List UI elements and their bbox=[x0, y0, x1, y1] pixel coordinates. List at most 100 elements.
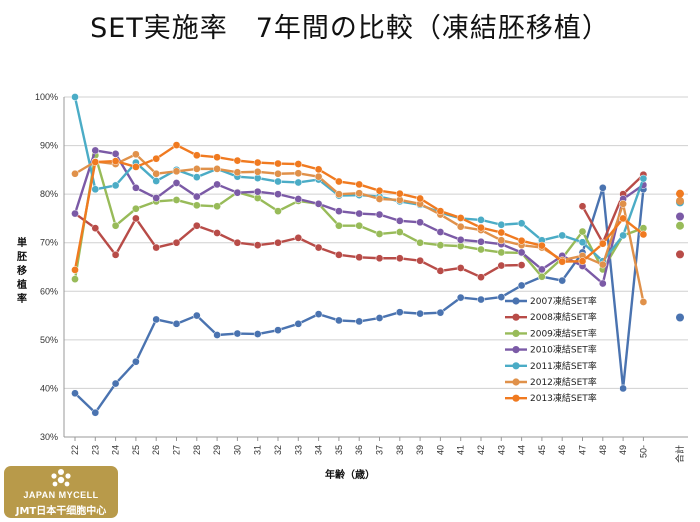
total-point bbox=[676, 221, 684, 230]
data-point bbox=[132, 204, 140, 213]
y-tick-label: 100% bbox=[35, 92, 58, 102]
data-point bbox=[436, 228, 445, 236]
data-point bbox=[314, 243, 323, 252]
data-point bbox=[456, 264, 465, 272]
data-point bbox=[395, 189, 404, 198]
data-point bbox=[152, 154, 161, 163]
data-point bbox=[132, 183, 140, 192]
x-tick-label: 30 bbox=[232, 445, 242, 455]
x-tick-label: 39 bbox=[415, 445, 425, 455]
data-point bbox=[335, 177, 343, 186]
data-point bbox=[111, 157, 120, 165]
data-point bbox=[619, 214, 627, 223]
brand-name-zh: JMT日本干细胞中心 bbox=[15, 506, 107, 517]
data-point bbox=[355, 317, 364, 326]
data-point bbox=[172, 319, 181, 328]
data-point bbox=[71, 169, 79, 178]
data-point bbox=[111, 221, 120, 230]
x-tick-label: 45 bbox=[537, 445, 547, 455]
x-tick-label: 36 bbox=[354, 445, 364, 455]
series-line bbox=[73, 96, 645, 263]
data-point bbox=[253, 158, 262, 167]
data-point bbox=[253, 241, 262, 249]
x-axis-label: 年齢（歳） bbox=[325, 468, 375, 481]
data-point bbox=[355, 189, 364, 198]
y-tick-label: 70% bbox=[40, 238, 58, 248]
data-point bbox=[294, 234, 303, 242]
x-tick-label: 50- bbox=[638, 445, 648, 458]
data-point bbox=[213, 331, 221, 339]
legend-entry: 2010凍結SET率 bbox=[530, 344, 597, 356]
total-point bbox=[676, 313, 684, 322]
data-point bbox=[517, 219, 526, 228]
data-point bbox=[335, 316, 343, 325]
data-point bbox=[111, 379, 120, 388]
legend-swatch-marker bbox=[512, 378, 520, 386]
data-point bbox=[477, 237, 485, 246]
x-tick-label: 26 bbox=[151, 445, 161, 455]
data-point bbox=[253, 330, 262, 338]
x-tick-label: 38 bbox=[395, 445, 405, 455]
data-point bbox=[71, 93, 79, 101]
data-point bbox=[192, 201, 201, 210]
data-point bbox=[192, 221, 201, 230]
x-tick-label: 48 bbox=[598, 445, 608, 455]
x-tick-label: 43 bbox=[496, 445, 506, 455]
x-tick-label: 44 bbox=[517, 445, 527, 455]
data-point bbox=[132, 214, 140, 223]
data-point bbox=[477, 295, 485, 304]
y-axis-label-char: 移 bbox=[17, 264, 27, 277]
data-point bbox=[477, 216, 485, 224]
legend-entry: 2007凍結SET率 bbox=[530, 295, 597, 307]
data-point bbox=[213, 165, 221, 173]
data-point bbox=[192, 192, 201, 201]
data-point bbox=[274, 190, 282, 198]
data-point bbox=[477, 223, 485, 232]
data-point bbox=[274, 238, 282, 247]
x-tick-label: 32 bbox=[273, 445, 283, 455]
data-point bbox=[172, 167, 181, 176]
x-tick-label: 46 bbox=[557, 445, 567, 455]
cell-logo-icon bbox=[51, 469, 71, 487]
data-point bbox=[213, 229, 221, 237]
x-axis-ticks: 22 23 24 25 26 27 28 29 30 31 32 33 34 35 36 37 38 39 40 41… bbox=[70, 445, 685, 463]
data-point bbox=[294, 178, 303, 187]
data-point bbox=[639, 174, 648, 183]
data-point bbox=[111, 181, 120, 190]
x-tick-label: 40 bbox=[435, 445, 445, 455]
x-tick-label: 31 bbox=[253, 445, 263, 455]
data-point bbox=[375, 230, 384, 238]
x-tick-label: 47 bbox=[578, 445, 588, 455]
y-tick-label: 50% bbox=[40, 335, 58, 345]
x-tick-label: 35 bbox=[334, 445, 344, 455]
data-point bbox=[71, 266, 79, 274]
data-point bbox=[314, 200, 323, 208]
y-tick-label: 90% bbox=[40, 141, 58, 151]
data-point bbox=[172, 179, 181, 187]
data-point bbox=[233, 168, 242, 177]
data-point bbox=[416, 309, 424, 318]
data-point bbox=[477, 273, 485, 282]
data-point bbox=[192, 173, 201, 181]
data-point bbox=[233, 238, 242, 247]
total-point bbox=[676, 212, 684, 221]
data-point bbox=[294, 169, 303, 178]
x-tick-label: 42 bbox=[476, 445, 486, 455]
data-point bbox=[598, 239, 607, 248]
data-point bbox=[355, 209, 364, 218]
data-point bbox=[578, 238, 587, 247]
data-point bbox=[152, 243, 161, 252]
x-tick-label: 25 bbox=[131, 445, 141, 455]
data-point bbox=[71, 389, 79, 398]
series-lines bbox=[71, 93, 648, 417]
x-tick-label: 34 bbox=[314, 445, 324, 455]
data-point bbox=[619, 384, 627, 393]
x-tick-label: 22 bbox=[70, 445, 80, 455]
data-point bbox=[253, 167, 262, 176]
data-point bbox=[294, 160, 303, 168]
y-axis-label-char: 単 bbox=[17, 236, 27, 249]
data-point bbox=[192, 151, 201, 160]
total-markers bbox=[676, 189, 684, 322]
legend-swatch-marker bbox=[512, 313, 520, 321]
data-point bbox=[132, 150, 140, 159]
